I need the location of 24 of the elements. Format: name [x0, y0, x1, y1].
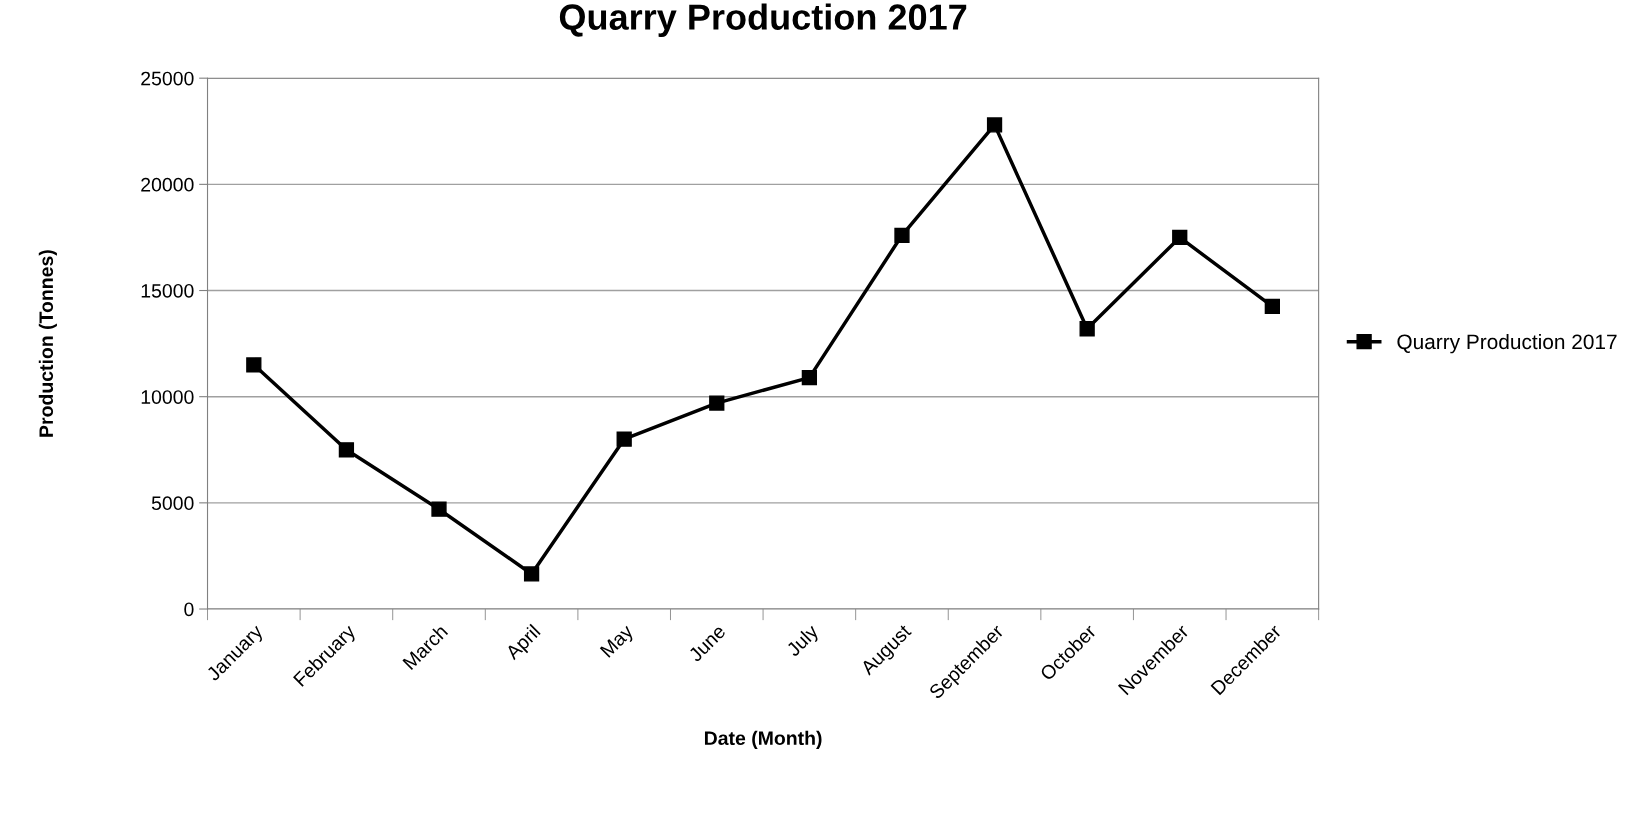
point [338, 442, 355, 458]
point [246, 357, 262, 373]
y-tick-label: 25000 [141, 71, 194, 86]
point [986, 117, 1003, 133]
point [523, 566, 540, 582]
y-tick-label: 10000 [141, 390, 194, 404]
y-tick-label: 20000 [141, 177, 194, 192]
point [431, 501, 447, 517]
point [709, 395, 725, 411]
point [1264, 298, 1280, 315]
point [1079, 321, 1095, 337]
chart-title: Quarry Production 2017 [559, 3, 967, 38]
y-tick-label: 5000 [151, 496, 194, 511]
y-axis-title: Production (Tonnes) [38, 250, 57, 437]
point [616, 431, 632, 447]
legend-label: Quarry Production 2017 [1397, 333, 1617, 354]
x-axis-title: Date (Month) [704, 730, 822, 749]
x-tick-label: July [785, 622, 823, 660]
point [801, 369, 818, 386]
point [1172, 229, 1188, 246]
x-tick-label: May [599, 623, 637, 661]
point [894, 227, 910, 243]
y-tick-label: 0 [184, 602, 194, 617]
y-tick-label: 15000 [141, 283, 194, 298]
